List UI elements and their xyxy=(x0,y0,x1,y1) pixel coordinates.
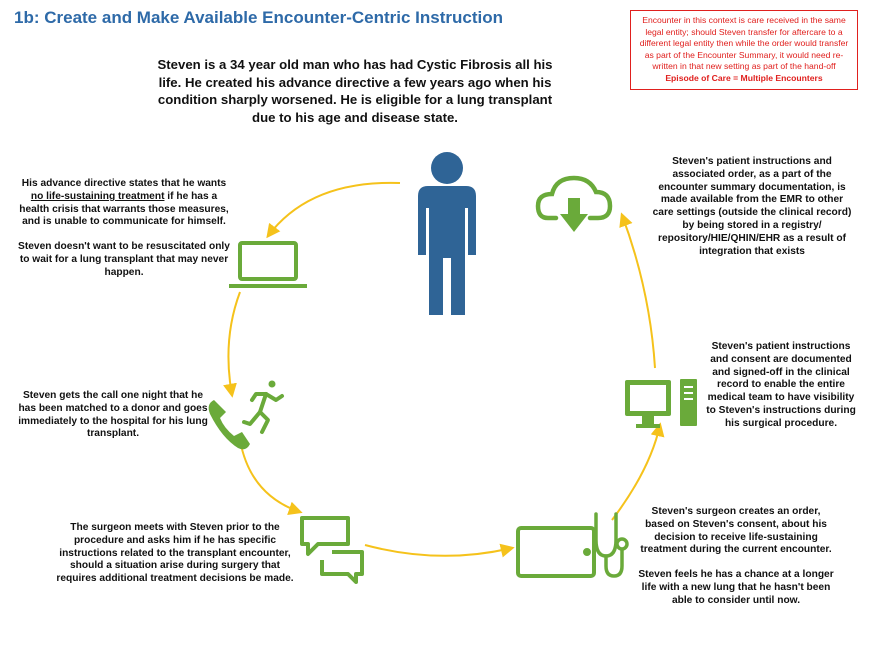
step-call-text: Steven gets the call one night that he h… xyxy=(18,390,208,440)
cloud-download-icon xyxy=(535,175,613,232)
encounter-note: Encounter in this context is care receiv… xyxy=(630,10,858,90)
intro-text: Steven is a 34 year old man who has had … xyxy=(157,57,553,125)
chat-bubbles-icon xyxy=(300,516,364,584)
phone-icon xyxy=(208,400,250,450)
step-available-text: Steven's patient instructions and associ… xyxy=(652,156,852,257)
step-order-text: Steven's surgeon creates an order, based… xyxy=(638,506,834,606)
tablet-icon xyxy=(516,526,596,578)
encounter-note-text: Encounter in this context is care receiv… xyxy=(639,15,849,72)
arrow-chat-to-tablet xyxy=(364,543,515,558)
page-title: 1b: Create and Make Available Encounter-… xyxy=(14,8,504,27)
step-advance-directive-text: His advance directive states that he wan… xyxy=(18,178,230,278)
arrow-phone-to-chat xyxy=(239,439,303,516)
encounter-note-emphasis: Episode of Care = Multiple Encounters xyxy=(665,72,823,83)
person-icon xyxy=(418,152,476,315)
arrow-person-to-laptop xyxy=(266,181,401,239)
desktop-computer-icon xyxy=(625,379,697,428)
arrow-desktop-to-cloud xyxy=(619,212,656,369)
arrow-laptop-to-phone xyxy=(223,291,241,398)
stethoscope-icon xyxy=(594,512,629,578)
step-surgeon-meets-text: The surgeon meets with Steven prior to t… xyxy=(56,522,294,585)
laptop-icon xyxy=(229,241,307,288)
running-person-icon xyxy=(242,380,284,434)
step-documented-text: Steven's patient instructions and consen… xyxy=(706,341,856,429)
arrow-tablet-to-desktop xyxy=(611,422,665,521)
